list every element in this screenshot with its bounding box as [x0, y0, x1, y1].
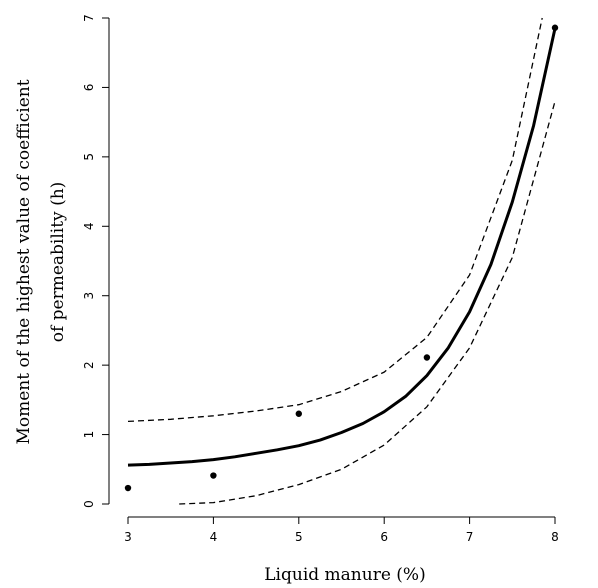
x-tick-label: 6: [380, 530, 388, 544]
x-tick-label: 5: [295, 530, 303, 544]
y-axis-label-line-2: of permeability (h): [48, 182, 68, 343]
y-tick-label: 0: [82, 500, 96, 508]
data-point: [295, 410, 302, 417]
confidence-upper-line: [127, 17, 543, 423]
x-axis-label: Liquid manure (%): [264, 565, 425, 585]
x-tick-label: 7: [466, 530, 474, 544]
data-points: [124, 24, 559, 492]
data-point: [551, 24, 559, 31]
fitted-curve-line: [127, 28, 557, 467]
y-tick-label: 1: [82, 431, 96, 439]
x-tick-label: 8: [551, 530, 559, 544]
y-axis-label: Moment of the highest value of coefficie…: [14, 79, 68, 444]
axes: 3 4 5 6 7 8 0 1 2 3 4 5 6 7: [82, 14, 559, 544]
y-tick-label: 2: [82, 361, 96, 369]
y-tick-label: 7: [82, 14, 96, 22]
x-tick-label: 4: [210, 530, 218, 544]
y-tick-label: 4: [82, 222, 96, 230]
y-tick-label: 5: [82, 153, 96, 161]
y-axis-label-line-1: Moment of the highest value of coefficie…: [14, 79, 34, 444]
data-point: [210, 472, 217, 479]
curves: [127, 17, 557, 505]
y-tick-label: 3: [82, 292, 96, 300]
data-point: [124, 484, 132, 492]
y-tick-label: 6: [82, 84, 96, 92]
confidence-lower-line: [179, 101, 556, 505]
data-point: [423, 354, 431, 361]
x-tick-label: 3: [124, 530, 132, 544]
